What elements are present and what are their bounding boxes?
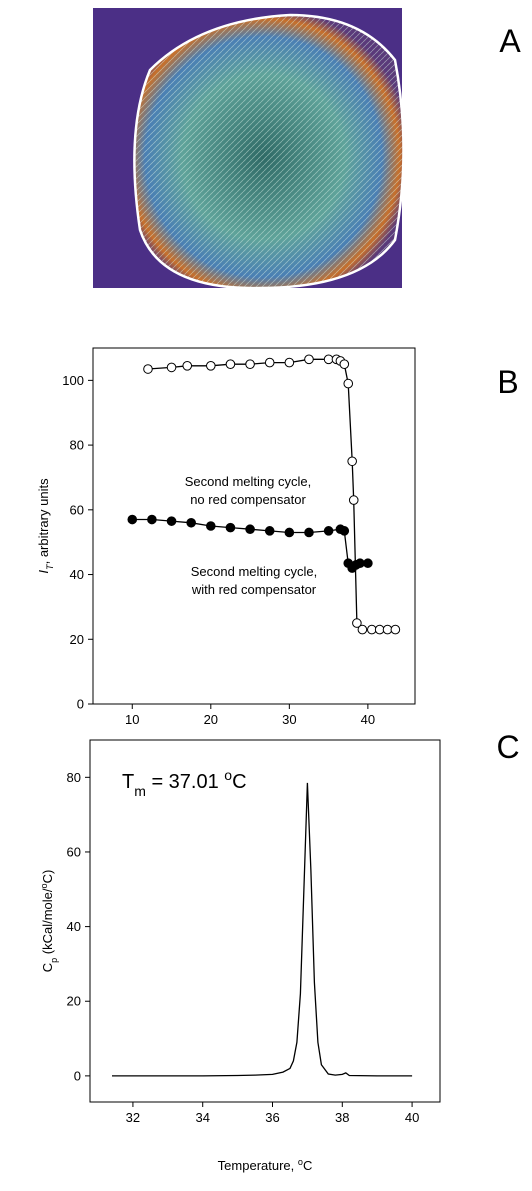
y-axis-label-part: T [45,563,55,570]
y-tick-label: 60 [70,502,84,517]
data-point [339,526,350,536]
data-point [284,357,295,368]
x-axis-label-part: Temperature, [218,1158,298,1173]
y-axis-label-part: o [39,883,49,888]
x-tick-label: 32 [126,1110,140,1125]
panel-label: C [496,729,519,765]
data-point [206,521,216,531]
data-point [357,624,368,635]
data-point [206,361,216,371]
x-tick-label: 36 [265,1110,279,1125]
x-tick-label: 30 [282,712,296,727]
data-point [225,522,236,533]
y-axis-label-part: C [40,963,55,972]
y-tick-label: 0 [74,1068,81,1083]
y-tick-label: 100 [62,373,84,388]
data-point [339,359,350,369]
x-tick-label: 20 [204,712,218,727]
annotation-part: m [134,783,146,799]
data-point [382,624,393,635]
x-tick-label: 38 [335,1110,349,1125]
data-point [304,354,314,365]
y-tick-label: 20 [67,994,81,1009]
data-point [390,624,401,635]
x-tick-label: 10 [125,712,139,727]
data-point [363,558,373,569]
data-point [166,516,177,526]
y-tick-label: 0 [77,697,84,712]
data-point [304,527,314,538]
data-point [343,378,354,389]
data-point [225,359,236,369]
annotation-part: C [232,771,246,793]
y-tick-label: 60 [67,844,81,859]
y-tick-label: 40 [70,567,84,582]
y-tick-label: 80 [67,770,81,785]
y-tick-label: 20 [70,632,84,647]
annotation-part: = 37.01 [146,771,224,793]
data-point [367,624,377,635]
x-axis-label-part: C [303,1158,312,1173]
data-point [264,357,275,368]
annotation-part: T [122,771,134,793]
y-axis-label: IT, arbitrary units [36,478,55,574]
x-axis-label: Temperature, oC [218,1157,313,1173]
data-point [245,359,255,369]
x-axis-label-part: o [298,1157,303,1167]
y-axis-label: Cp (kCal/mole/oC) [39,870,59,973]
annotation: Tm = 37.01 oC [122,767,247,799]
annotation-part: o [224,767,232,783]
data-point [264,526,275,536]
data-point [182,361,193,371]
annotation: Second melting cycle, [185,474,311,489]
data-point [323,354,334,365]
panel-label: A [499,23,521,59]
data-point [355,558,365,569]
data-point [348,495,359,505]
y-axis-label-part: p [49,958,59,963]
y-tick-label: 80 [70,438,84,453]
data-point [347,456,357,467]
data-point [127,514,138,525]
x-tick-label: 34 [195,1110,209,1125]
data-point [352,618,362,628]
y-axis-label-part: I [36,570,51,574]
data-point [143,364,153,374]
annotation: Second melting cycle, [191,564,317,579]
y-axis-label-part: C) [40,870,55,884]
plot-frame [92,347,416,705]
annotation: with red compensator [191,582,317,597]
data-point [186,517,196,528]
plot-frame [89,739,441,1103]
data-point [166,362,177,373]
x-tick-label: 40 [361,712,375,727]
data-point [284,527,295,538]
panel-label: B [497,364,518,400]
data-point [374,624,385,635]
y-axis-label-part: (kCal/mole/ [40,888,55,958]
data-point [323,526,334,536]
data-point [245,524,255,535]
data-line [112,782,413,1077]
micrograph [93,8,405,290]
x-tick-label: 40 [405,1110,419,1125]
data-point [147,514,157,525]
y-tick-label: 40 [67,919,81,934]
y-axis-label-part: , arbitrary units [36,478,51,564]
annotation: no red compensator [190,492,306,507]
